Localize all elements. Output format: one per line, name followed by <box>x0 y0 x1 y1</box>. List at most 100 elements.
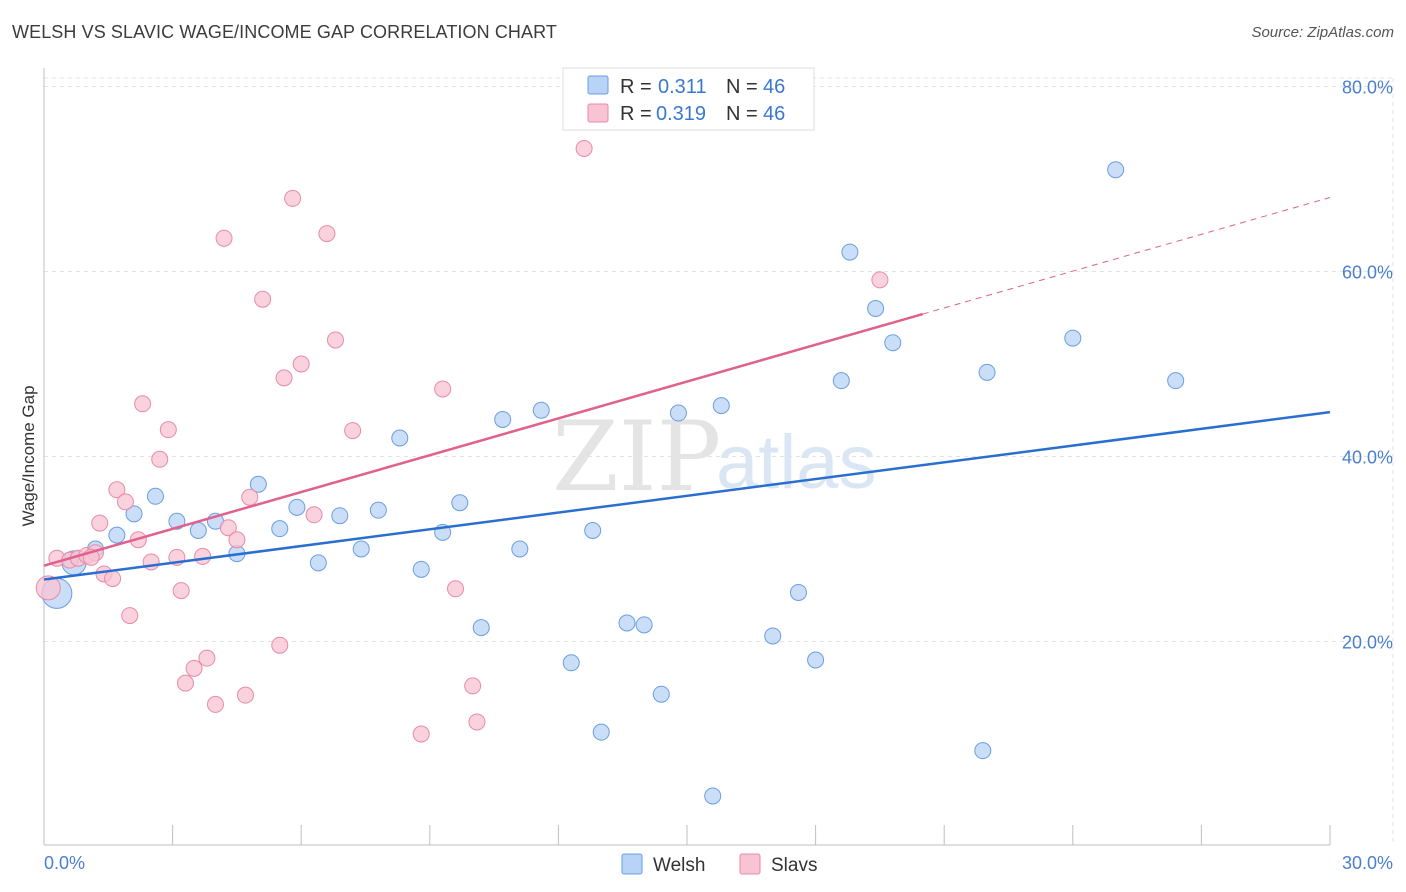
slavs-point-33 <box>292 355 310 373</box>
y-axis-label: Wage/Income Gap <box>19 385 38 526</box>
legend-r-label-slavs: R = <box>620 103 652 125</box>
welsh-point-35 <box>789 583 807 601</box>
slavs-point-22 <box>198 649 216 667</box>
welsh-point-42 <box>978 363 996 381</box>
welsh-point-34 <box>764 627 782 645</box>
slavs-point-31 <box>275 369 293 387</box>
welsh-point-36 <box>807 651 825 669</box>
slavs-point-28 <box>241 488 259 506</box>
welsh-point-30 <box>652 685 670 703</box>
y-tick-labels: 20.0% 40.0% 60.0% 80.0% <box>1342 78 1393 653</box>
chart-title: WELSH VS SLAVIC WAGE/INCOME GAP CORRELAT… <box>12 22 557 42</box>
slavs-point-8 <box>104 570 122 588</box>
y-tick-label-60: 60.0% <box>1342 263 1393 283</box>
legend-r-label-welsh: R = <box>620 76 652 98</box>
welsh-point-38 <box>841 243 859 261</box>
welsh-point-40 <box>884 334 902 352</box>
welsh-point-37 <box>832 372 850 390</box>
slavs-point-34 <box>305 506 323 524</box>
welsh-point-4 <box>125 505 143 523</box>
slavs-point-26 <box>228 531 246 549</box>
legend-r-value-slavs: 0.319 <box>656 103 706 125</box>
slavs-point-32 <box>284 189 302 207</box>
slavs-point-20 <box>185 659 203 677</box>
welsh-point-28 <box>618 614 636 632</box>
legend-swatch-slavs <box>587 103 609 123</box>
welsh-point-24 <box>532 401 550 419</box>
bottom-legend-slavs: Slavs <box>771 855 817 876</box>
slavs-point-15 <box>151 450 169 468</box>
slavs-point-19 <box>176 674 194 692</box>
slavs-point-29 <box>254 290 272 308</box>
watermark-atlas: atlas <box>716 420 877 505</box>
slavs-point-23 <box>206 695 224 713</box>
welsh-point-15 <box>352 540 370 558</box>
welsh-point-32 <box>704 787 722 805</box>
welsh-point-5 <box>146 487 164 505</box>
slavs-point-13 <box>134 395 152 413</box>
welsh-point-33 <box>712 397 730 415</box>
correlation-legend: R = 0.311 N = 46 R = 0.319 N = 46 <box>562 67 815 131</box>
welsh-point-3 <box>108 526 126 544</box>
welsh-point-22 <box>494 411 512 428</box>
axes <box>43 68 1331 846</box>
welsh-point-45 <box>1167 372 1185 390</box>
legend-r-value-welsh: 0.311 <box>658 76 707 98</box>
welsh-point-7 <box>189 522 207 539</box>
welsh-trend-line <box>43 410 1331 581</box>
slavs-points <box>35 139 889 743</box>
welsh-point-20 <box>451 494 469 512</box>
slavs-point-11 <box>121 607 139 625</box>
trend-lines <box>43 197 1331 581</box>
y-tick-label-80: 80.0% <box>1342 78 1393 98</box>
welsh-point-12 <box>288 498 306 516</box>
slavs-point-41 <box>464 677 482 695</box>
slavs-point-30 <box>271 636 289 654</box>
legend-swatch-welsh <box>587 75 609 95</box>
slavs-point-27 <box>236 686 254 704</box>
welsh-point-16 <box>369 501 387 519</box>
bottom-legend-welsh: Welsh <box>653 855 705 876</box>
x-tick-label-min: 0.0% <box>44 853 85 873</box>
slavs-point-42 <box>468 713 486 731</box>
welsh-point-17 <box>391 429 409 447</box>
slavs-point-44 <box>871 271 889 289</box>
welsh-point-10 <box>249 475 267 493</box>
welsh-point-23 <box>511 540 529 558</box>
slavs-point-24 <box>215 229 233 247</box>
legend-n-label-slavs: N = <box>726 103 758 125</box>
bottom-legend-swatch-welsh <box>621 853 643 875</box>
slavs-point-10 <box>116 493 134 511</box>
slavs-point-16 <box>159 421 177 439</box>
slavs-point-18 <box>172 582 190 600</box>
slavs-point-25 <box>219 519 237 537</box>
bottom-legend-swatch-slavs <box>739 853 761 875</box>
slavs-point-0 <box>35 575 61 601</box>
y-tick-label-20: 20.0% <box>1342 633 1393 653</box>
welsh-point-44 <box>1107 161 1125 179</box>
welsh-point-41 <box>974 742 992 760</box>
welsh-point-18 <box>412 560 430 578</box>
welsh-point-29 <box>635 616 653 634</box>
welsh-point-14 <box>331 507 349 525</box>
slavs-point-21 <box>194 547 212 565</box>
welsh-point-13 <box>309 554 327 572</box>
x-tick-label-max: 30.0% <box>1342 853 1393 873</box>
welsh-point-21 <box>472 619 490 637</box>
legend-n-value-slavs: 46 <box>763 103 785 125</box>
slavs-point-43 <box>575 139 593 157</box>
welsh-point-25 <box>562 654 580 672</box>
slavs-trend-line <box>43 312 924 567</box>
legend-n-value-welsh: 46 <box>763 76 785 98</box>
y-tick-label-40: 40.0% <box>1342 448 1393 468</box>
welsh-point-43 <box>1064 329 1082 347</box>
slavs-point-9 <box>108 481 126 499</box>
slavs-point-6 <box>91 514 109 532</box>
slavs-point-38 <box>412 725 430 743</box>
slavs-point-36 <box>326 331 344 349</box>
legend-n-label-welsh: N = <box>726 76 758 98</box>
slavs-point-35 <box>318 225 336 243</box>
welsh-point-26 <box>584 522 602 539</box>
series-legend: Welsh Slavs <box>621 853 817 876</box>
slavs-point-40 <box>447 580 465 598</box>
